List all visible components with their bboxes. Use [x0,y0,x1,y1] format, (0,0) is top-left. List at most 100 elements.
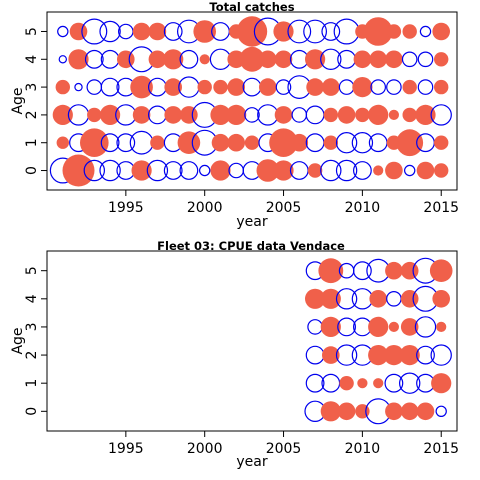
y-tick-label: 4 [24,294,40,303]
positive-residual-bubble [80,128,109,157]
negative-residual-bubble [401,51,418,68]
positive-residual-bubble [400,318,419,336]
positive-residual-bubble [434,79,449,95]
negative-residual-bubble [404,164,416,177]
positive-residual-bubble [148,50,167,69]
x-axis-label: year [236,454,267,470]
negative-residual-bubble [416,345,435,365]
positive-residual-bubble [322,78,340,96]
negative-residual-bubble [320,48,342,70]
x-tick-label: 2010 [345,441,381,457]
positive-residual-bubble [429,259,453,283]
negative-residual-bubble [305,345,325,365]
positive-residual-bubble [337,106,356,124]
negative-residual-bubble [100,49,120,69]
negative-residual-bubble [100,77,120,97]
y-tick-label: 4 [24,55,40,64]
positive-residual-bubble [163,49,184,70]
positive-residual-bubble [273,160,294,181]
negative-residual-bubble [384,373,404,393]
bubble-marks [49,16,452,187]
positive-residual-bubble [369,290,388,308]
positive-residual-bubble [239,46,265,72]
positive-residual-bubble [323,107,338,123]
positive-residual-bubble [353,50,372,69]
positive-residual-bubble [434,163,449,178]
negative-residual-bubble [305,105,325,125]
positive-residual-bubble [318,258,344,284]
positive-residual-bubble [211,133,230,152]
negative-residual-bubble [320,159,342,182]
negative-residual-bubble [242,77,262,97]
axes: 1995 2000 2005 2010 2015 0 1 2 3 4 5 [24,266,459,457]
y-axis-label: Age [10,87,26,114]
positive-residual-bubble [368,316,389,337]
positive-residual-bubble [369,50,388,69]
positive-residual-bubble [274,106,293,124]
negative-residual-bubble [100,133,120,153]
negative-residual-bubble [99,159,121,182]
positive-residual-bubble [210,160,231,181]
x-tick-label: 2005 [266,200,302,216]
positive-residual-bubble [352,77,373,98]
negative-residual-bubble [163,22,183,41]
positive-residual-bubble [402,107,417,123]
negative-residual-bubble [287,19,312,44]
positive-residual-bubble [100,104,121,125]
positive-residual-bubble [402,24,417,39]
bubble-marks [304,257,453,425]
positive-residual-bubble [68,49,89,70]
y-tick-label: 5 [24,27,40,36]
positive-residual-bubble [416,402,435,421]
negative-residual-bubble [58,55,68,64]
positive-residual-bubble [434,52,449,67]
x-axis-label: year [236,214,267,230]
positive-residual-bubble [244,135,260,150]
positive-residual-bubble [62,154,95,187]
negative-residual-bubble [419,25,432,38]
axes: 1995 2000 2005 2010 2015 0 1 2 3 4 5 [24,27,459,216]
negative-residual-bubble [86,79,103,95]
negative-residual-bubble [417,51,434,68]
positive-residual-bubble [150,135,165,150]
positive-residual-bubble [256,159,280,182]
negative-residual-bubble [430,104,452,126]
positive-residual-bubble [322,346,340,364]
positive-residual-bubble [386,24,402,39]
positive-residual-bubble [400,402,419,421]
negative-residual-bubble [305,133,325,153]
negative-residual-bubble [417,79,434,95]
plot-frame [46,11,458,191]
positive-residual-bubble [227,78,245,96]
x-tick-label: 1995 [108,200,144,216]
negative-residual-bubble [335,159,358,182]
positive-residual-bubble [132,22,151,41]
negative-residual-bubble [307,319,323,335]
positive-residual-bubble [227,133,245,152]
negative-residual-bubble [414,316,437,338]
negative-residual-bubble [335,131,358,154]
panel-fleet-03: Fleet 03: CPUE data Vendace 1995 2000 2005… [10,239,459,470]
negative-residual-bubble [335,344,358,366]
negative-residual-bubble [198,164,211,177]
negative-residual-bubble [386,79,402,95]
positive-residual-bubble [385,50,403,69]
positive-residual-bubble [52,104,73,125]
negative-residual-bubble [228,162,244,179]
y-axis-label: Age [10,327,26,354]
positive-residual-bubble [320,288,341,309]
negative-residual-bubble [338,79,355,95]
positive-residual-bubble [148,22,167,41]
negative-residual-bubble [370,79,386,95]
positive-residual-bubble [385,261,403,280]
negative-residual-bubble [335,288,358,310]
positive-residual-bubble [399,345,420,366]
y-tick-label: 5 [24,266,40,275]
positive-residual-bubble [177,131,201,154]
positive-residual-bubble [368,345,389,366]
y-tick-label: 2 [24,351,40,360]
negative-residual-bubble [435,405,447,417]
positive-residual-bubble [323,135,338,150]
chart-title: Total catches [209,0,294,14]
